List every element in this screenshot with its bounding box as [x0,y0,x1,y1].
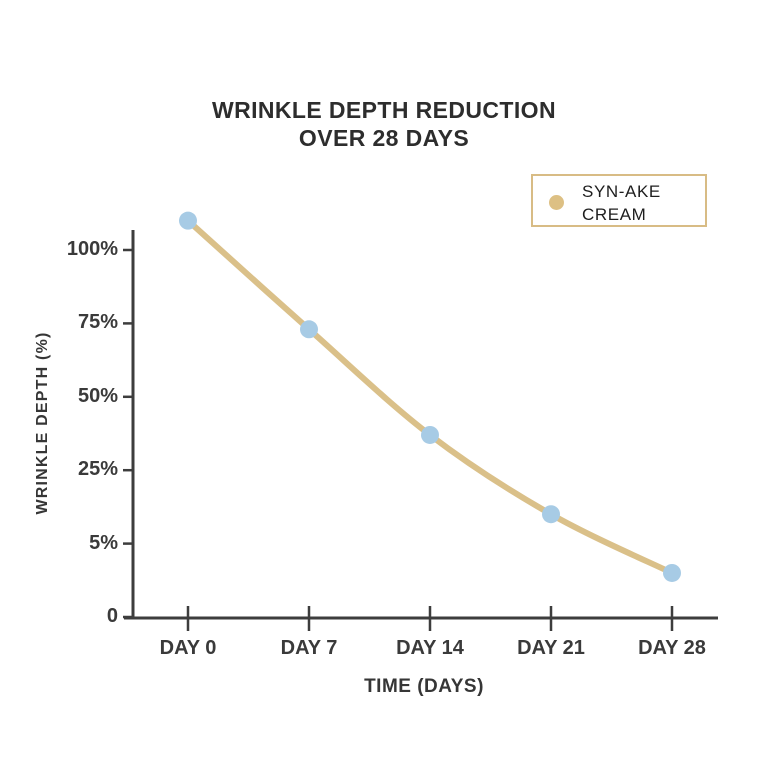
series-line [185,217,675,576]
y-axis-title: WRINKLE DEPTH (%) [34,331,51,515]
x-tick-label: DAY 7 [280,637,338,659]
data-point-marker [542,505,560,524]
chart-title: WRINKLE DEPTH REDUCTION OVER 28 DAYS [0,96,768,152]
x-axis-title: TIME (DAYS) [364,676,484,697]
x-tick-label: DAY 14 [396,637,464,659]
legend-label-line1: SYN-AKE [582,182,661,201]
x-tick-label: DAY 28 [638,637,706,659]
y-tick-label: 50% [77,384,118,407]
y-tick-label: 75% [77,311,118,334]
x-tick-label: DAY 21 [517,637,585,659]
legend: SYN-AKE CREAM [531,174,707,227]
data-point-marker [663,563,681,582]
legend-label-line2: CREAM [582,205,647,224]
chart-title-line1: WRINKLE DEPTH REDUCTION [212,97,556,123]
y-tick-label: 100% [66,238,118,261]
legend-marker-dot [549,195,564,210]
legend-label: SYN-AKE CREAM [582,180,661,226]
x-tick-label: DAY 0 [159,637,217,659]
data-point-marker [300,320,318,339]
data-point-marker [179,211,197,230]
y-tick-label: 5% [89,531,118,554]
chart-title-line2: OVER 28 DAYS [298,125,470,151]
y-tick-label: 0 [106,605,118,628]
y-tick-label: 25% [77,458,118,481]
data-point-marker [421,425,439,444]
